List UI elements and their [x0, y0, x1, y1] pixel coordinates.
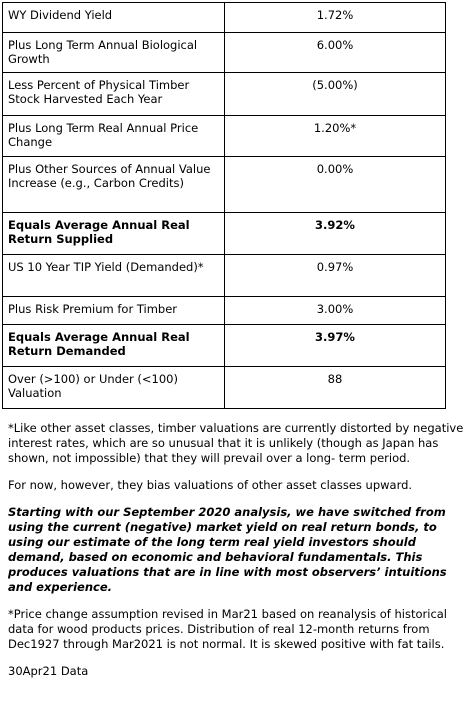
- note-emphasis: Starting with our September 2020 analysi…: [8, 505, 447, 594]
- row-value: 3.00%: [224, 296, 446, 325]
- table-row: Plus Long Term Annual Biological Growth 6…: [2, 32, 446, 73]
- row-value: 1.72%: [224, 2, 446, 33]
- row-label: Plus Long Term Real Annual Price Change: [2, 115, 225, 157]
- row-value: 88: [224, 366, 446, 409]
- table-row: Plus Long Term Real Annual Price Change 1…: [2, 115, 446, 157]
- table-row: US 10 Year TIP Yield (Demanded)* 0.97%: [2, 254, 446, 297]
- row-value: 0.00%: [224, 156, 446, 213]
- note: *Price change assumption revised in Mar2…: [8, 607, 448, 651]
- row-label: Equals Average Annual Real Return Suppli…: [2, 212, 225, 255]
- row-label: Plus Other Sources of Annual Value Incre…: [2, 156, 225, 213]
- row-label: WY Dividend Yield: [2, 2, 225, 33]
- row-label: Less Percent of Physical Timber Stock Ha…: [2, 72, 225, 116]
- table-row: Plus Other Sources of Annual Value Incre…: [2, 156, 446, 213]
- row-value: 3.97%: [224, 324, 446, 367]
- table-row: Equals Average Annual Real Return Demand…: [2, 324, 446, 367]
- content: WY Dividend Yield 1.72% Plus Long Term Ann…: [2, 2, 464, 678]
- row-label: US 10 Year TIP Yield (Demanded)*: [2, 254, 225, 297]
- row-value: 1.20%*: [224, 115, 446, 157]
- row-label: Equals Average Annual Real Return Demand…: [2, 324, 225, 367]
- row-label: Over (>100) or Under (<100) Valuation: [2, 366, 225, 409]
- row-value: 0.97%: [224, 254, 446, 297]
- table-row: Equals Average Annual Real Return Suppli…: [2, 212, 446, 255]
- row-value: 6.00%: [224, 32, 446, 73]
- table-row: WY Dividend Yield 1.72%: [2, 2, 446, 33]
- table-row: Plus Risk Premium for Timber 3.00%: [2, 296, 446, 325]
- data-date: 30Apr21 Data: [8, 664, 89, 678]
- valuation-table: WY Dividend Yield 1.72% Plus Long Term Ann…: [2, 2, 446, 409]
- note: For now, however, they bias valuations o…: [8, 478, 413, 492]
- row-value: (5.00%): [224, 72, 446, 116]
- row-value: 3.92%: [224, 212, 446, 255]
- table-row: Less Percent of Physical Timber Stock Ha…: [2, 72, 446, 116]
- row-label: Plus Risk Premium for Timber: [2, 296, 225, 325]
- table-row: Over (>100) or Under (<100) Valuation 88: [2, 366, 446, 409]
- row-label: Plus Long Term Annual Biological Growth: [2, 32, 225, 73]
- note: *Like other asset classes, timber valuat…: [8, 421, 464, 465]
